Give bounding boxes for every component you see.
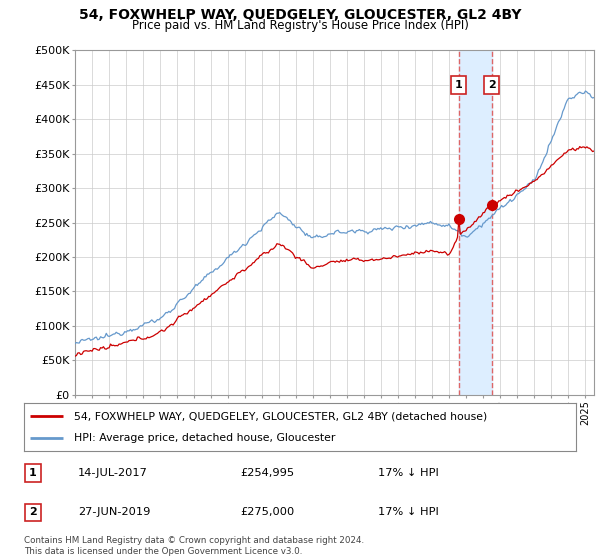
Text: 27-JUN-2019: 27-JUN-2019	[78, 507, 151, 517]
Text: 1: 1	[29, 468, 37, 478]
Text: HPI: Average price, detached house, Gloucester: HPI: Average price, detached house, Glou…	[74, 433, 335, 443]
Text: £275,000: £275,000	[240, 507, 294, 517]
Text: 2: 2	[29, 507, 37, 517]
Text: 54, FOXWHELP WAY, QUEDGELEY, GLOUCESTER, GL2 4BY: 54, FOXWHELP WAY, QUEDGELEY, GLOUCESTER,…	[79, 8, 521, 22]
Text: £254,995: £254,995	[240, 468, 294, 478]
Text: Price paid vs. HM Land Registry's House Price Index (HPI): Price paid vs. HM Land Registry's House …	[131, 19, 469, 32]
Text: 17% ↓ HPI: 17% ↓ HPI	[378, 507, 439, 517]
Text: 1: 1	[455, 80, 463, 90]
Text: 17% ↓ HPI: 17% ↓ HPI	[378, 468, 439, 478]
Text: 14-JUL-2017: 14-JUL-2017	[78, 468, 148, 478]
Text: 2: 2	[488, 80, 496, 90]
Text: 54, FOXWHELP WAY, QUEDGELEY, GLOUCESTER, GL2 4BY (detached house): 54, FOXWHELP WAY, QUEDGELEY, GLOUCESTER,…	[74, 411, 487, 421]
Bar	[458, 50, 492, 395]
Text: Contains HM Land Registry data © Crown copyright and database right 2024.
This d: Contains HM Land Registry data © Crown c…	[24, 536, 364, 556]
